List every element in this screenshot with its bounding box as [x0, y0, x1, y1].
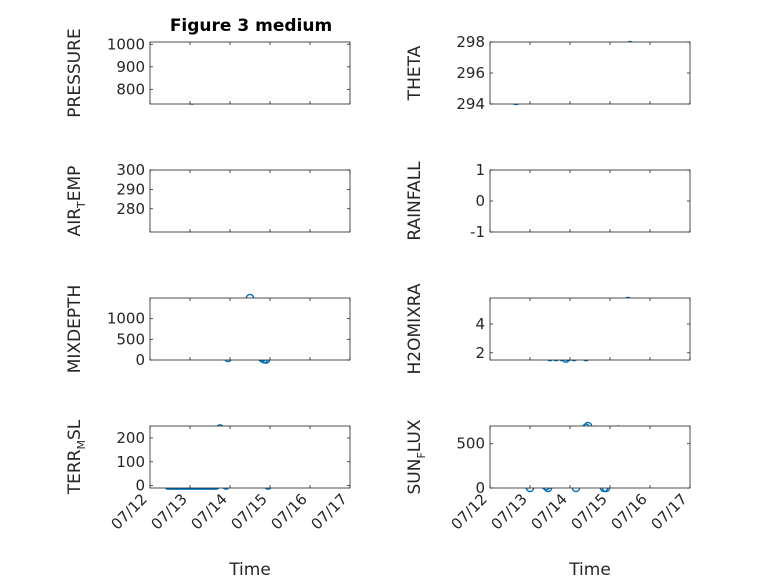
mixdepth-panel: 0 500 1000 MIXDEPTH	[65, 285, 351, 374]
theta-panel: 294 296 298 THETA	[405, 33, 691, 113]
pressure-axes-frame	[149, 41, 351, 105]
rainfall-panel: -1 0 1 RAINFALL	[405, 161, 691, 241]
figure-title: Figure 3 medium	[170, 16, 332, 36]
rainfall-ytick-label: -1	[470, 223, 485, 241]
mixdepth-ytick-label: 500	[116, 330, 145, 348]
mixdepth-y-axis-label: MIXDEPTH	[65, 285, 85, 374]
terr_msl-xtick-label: 07/16	[268, 490, 311, 533]
air_temp-ytick-label: 290	[116, 180, 145, 198]
terr_msl-y-axis-label-part: SL	[65, 419, 85, 440]
terr_msl-xtick-label: 07/13	[148, 490, 191, 533]
h2omixra-ytick-label: 4	[475, 315, 485, 333]
pressure-panel: 800 900 1000 PRESSURE	[65, 28, 351, 118]
sun_flux-ytick-label: 500	[456, 435, 485, 453]
pressure-ytick-label: 800	[116, 80, 145, 98]
terr_msl-ytick-label: 100	[116, 453, 145, 471]
terr_msl-y-axis-label-part: TERR	[65, 449, 85, 495]
mixdepth-y-axis-label-part: MIXDEPTH	[65, 285, 85, 374]
sun_flux-y-axis-label: SUNFLUX	[405, 419, 428, 494]
sun_flux-axes-frame	[489, 425, 691, 489]
sun_flux-y-axis-label-part: SUN	[405, 459, 425, 495]
rainfall-ytick-label: 1	[475, 161, 485, 179]
mixdepth-ytick-label: 1000	[107, 310, 145, 328]
pressure-y-axis-label: PRESSURE	[65, 28, 85, 117]
theta-y-axis-label: THETA	[405, 45, 425, 101]
air_temp-ytick-label: 280	[116, 200, 145, 218]
rainfall-axes-frame	[489, 169, 691, 233]
pressure-y-axis-label-part: PRESSURE	[65, 28, 85, 117]
pressure-ytick-label: 1000	[107, 35, 145, 53]
sun_flux-x-axis-label: Time	[568, 560, 611, 580]
sun_flux-y-axis-label-part: LUX	[405, 419, 425, 452]
air_temp-y-axis-label-part: EMP	[65, 166, 85, 202]
sun_flux-y-axis-label-part: F	[415, 452, 428, 458]
terr_msl-y-axis-label-part: M	[75, 440, 88, 450]
theta-axes-frame	[489, 41, 691, 105]
sun_flux-xtick-label: 07/13	[488, 490, 531, 533]
air_temp-y-axis-label-part: AIR	[65, 208, 85, 237]
h2omixra-panel: 2 4 H2OMIXRA	[405, 283, 691, 375]
air_temp-y-axis-label-part: T	[75, 201, 88, 209]
theta-ytick-label: 298	[456, 33, 485, 51]
terr_msl-xtick-label: 07/15	[228, 490, 271, 533]
terr_msl-axes-frame	[149, 425, 351, 489]
terr_msl-ytick-label: 200	[116, 429, 145, 447]
terr_msl-x-axis-label: Time	[228, 560, 271, 580]
h2omixra-axes-frame	[489, 297, 691, 361]
rainfall-y-axis-label: RAINFALL	[405, 161, 425, 241]
air_temp-y-axis-label: AIRTEMP	[65, 166, 88, 237]
mixdepth-ytick-label: 0	[135, 351, 145, 369]
sun_flux-xtick-label: 07/17	[648, 490, 691, 533]
terr_msl-xtick-label: 07/17	[308, 490, 351, 533]
theta-y-axis-label-part: THETA	[405, 45, 425, 101]
h2omixra-ytick-label: 2	[475, 344, 485, 362]
rainfall-ytick-label: 0	[475, 192, 485, 210]
h2omixra-y-axis-label: H2OMIXRA	[405, 283, 425, 374]
sun_flux-xtick-label: 07/16	[608, 490, 651, 533]
mixdepth-axes-frame	[149, 297, 351, 361]
terr_msl-xtick-label: 07/12	[108, 490, 151, 533]
pressure-ytick-label: 900	[116, 58, 145, 76]
air_temp-ytick-label: 300	[116, 161, 145, 179]
h2omixra-y-axis-label-part: H2OMIXRA	[405, 283, 425, 374]
rainfall-y-axis-label-part: RAINFALL	[405, 161, 425, 241]
theta-ytick-label: 294	[456, 95, 485, 113]
sun_flux-xtick-label: 07/12	[448, 490, 491, 533]
terr_msl-ytick-label: 0	[135, 477, 145, 495]
terr_msl-y-axis-label: TERRMSL	[65, 419, 88, 495]
sun_flux-xtick-label: 07/15	[568, 490, 611, 533]
air_temp-axes-frame	[149, 169, 351, 233]
theta-ytick-label: 296	[456, 64, 485, 82]
sun_flux-ytick-label: 0	[475, 479, 485, 497]
terr_msl-xtick-label: 07/14	[188, 490, 231, 533]
sun_flux-xtick-label: 07/14	[528, 490, 571, 533]
